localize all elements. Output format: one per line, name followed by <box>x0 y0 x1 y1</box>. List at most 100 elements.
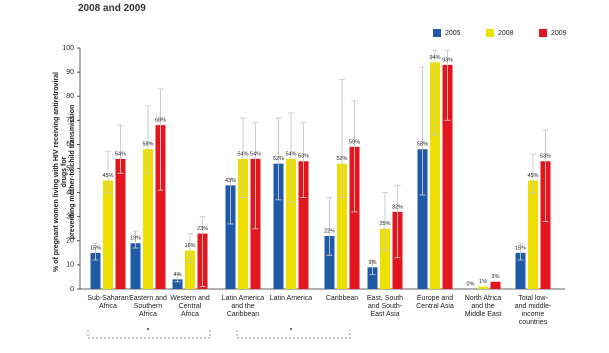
error-bar <box>351 100 358 213</box>
bar <box>172 279 183 289</box>
bar <box>367 267 378 289</box>
bracket <box>236 330 351 339</box>
error-bar <box>275 117 282 201</box>
error-bar <box>432 49 438 136</box>
error-bar <box>199 216 206 288</box>
value-label: 52% <box>336 156 347 162</box>
value-label: 68% <box>155 118 166 124</box>
bar <box>273 163 284 289</box>
legend-swatch <box>539 29 547 37</box>
x-tick-label: Caribbean <box>325 295 359 302</box>
x-tick-label: Total low- and middle- income countries <box>514 295 552 326</box>
error-bar <box>117 124 124 174</box>
value-label: 52% <box>273 156 284 162</box>
value-label: 4% <box>174 272 182 278</box>
x-tick-label: North Africa and the Middle East <box>464 295 502 318</box>
y-tick-label: 60 <box>66 141 74 148</box>
x-tick-label: Latin America and the Caribbean <box>221 295 265 318</box>
value-label: 59% <box>349 139 360 145</box>
value-label: 43% <box>225 178 236 184</box>
value-label: 0% <box>467 281 475 287</box>
bar <box>478 286 488 289</box>
error-bar <box>227 177 234 225</box>
value-label: 54% <box>237 151 248 157</box>
legend-swatch <box>433 29 441 37</box>
value-label: 25% <box>379 221 390 227</box>
value-label: 58% <box>142 142 153 148</box>
error-bar <box>517 242 524 261</box>
error-bar <box>240 117 246 198</box>
bracket-dot <box>147 328 149 330</box>
bar <box>130 243 141 289</box>
error-bar <box>444 49 451 121</box>
bar <box>238 158 248 289</box>
value-label: 9% <box>369 260 377 266</box>
value-label: 16% <box>184 243 195 249</box>
value-label: 54% <box>115 151 126 157</box>
error-bar <box>339 78 345 198</box>
y-tick-label: 20 <box>66 238 74 245</box>
x-tick-label: Europe and Central Asia <box>416 295 454 310</box>
bar <box>442 64 453 290</box>
x-tick-label: Eastern and Southern Africa <box>129 295 167 318</box>
error-bar <box>145 105 151 174</box>
legend-swatch <box>486 29 494 37</box>
value-label: 53% <box>298 154 309 160</box>
value-label: 54% <box>285 151 296 157</box>
error-bar <box>530 153 536 194</box>
legend-label: 2009 <box>551 30 567 37</box>
x-tick-label: Western and Central Africa <box>170 295 210 318</box>
value-label: 94% <box>429 55 440 61</box>
bar <box>103 180 113 289</box>
value-label: 45% <box>102 173 113 179</box>
value-label: 53% <box>540 154 551 160</box>
y-tick-label: 40 <box>66 189 74 196</box>
error-bar <box>300 122 307 198</box>
error-bar <box>92 242 99 261</box>
bar <box>115 158 126 289</box>
y-tick-label: 90 <box>66 69 74 76</box>
error-bar <box>132 230 139 249</box>
legend-label: 2008 <box>498 30 514 37</box>
bar <box>528 180 538 289</box>
error-bar <box>542 129 549 222</box>
x-tick-label: Sub-Saharan Africa <box>87 295 129 310</box>
bar <box>143 149 153 289</box>
bar <box>225 185 236 289</box>
y-tick-label: 10 <box>66 262 74 269</box>
error-bar <box>174 274 181 283</box>
chart-title: 2008 and 2009 <box>78 3 146 14</box>
value-label: 19% <box>130 236 141 242</box>
bar <box>337 163 347 289</box>
value-label: 45% <box>527 173 538 179</box>
bar <box>490 281 501 289</box>
bar <box>298 161 309 289</box>
legend-label: 2005 <box>445 30 461 37</box>
y-tick-label: 30 <box>66 214 74 221</box>
y-tick-label: 100 <box>62 45 74 52</box>
bracket-dot <box>290 328 292 330</box>
y-tick-label: 50 <box>66 165 74 172</box>
x-tick-label: East, South and South- East Asia <box>366 295 404 318</box>
error-bar <box>326 196 333 256</box>
y-tick-label: 0 <box>70 286 74 293</box>
error-bar <box>419 66 426 196</box>
value-label: 23% <box>197 226 208 232</box>
value-label: 93% <box>442 57 453 63</box>
bar <box>515 252 526 289</box>
value-label: 15% <box>90 245 101 251</box>
bar <box>380 228 390 289</box>
value-label: 1% <box>479 279 487 285</box>
value-label: 3% <box>492 274 500 280</box>
bar <box>349 146 360 289</box>
value-label: 15% <box>515 245 526 251</box>
error-bar <box>157 88 164 191</box>
value-label: 58% <box>417 142 428 148</box>
y-tick-label: 70 <box>66 117 74 124</box>
bar <box>286 158 296 289</box>
error-bar <box>382 192 388 251</box>
error-bar <box>369 259 376 275</box>
error-bar <box>252 122 259 230</box>
